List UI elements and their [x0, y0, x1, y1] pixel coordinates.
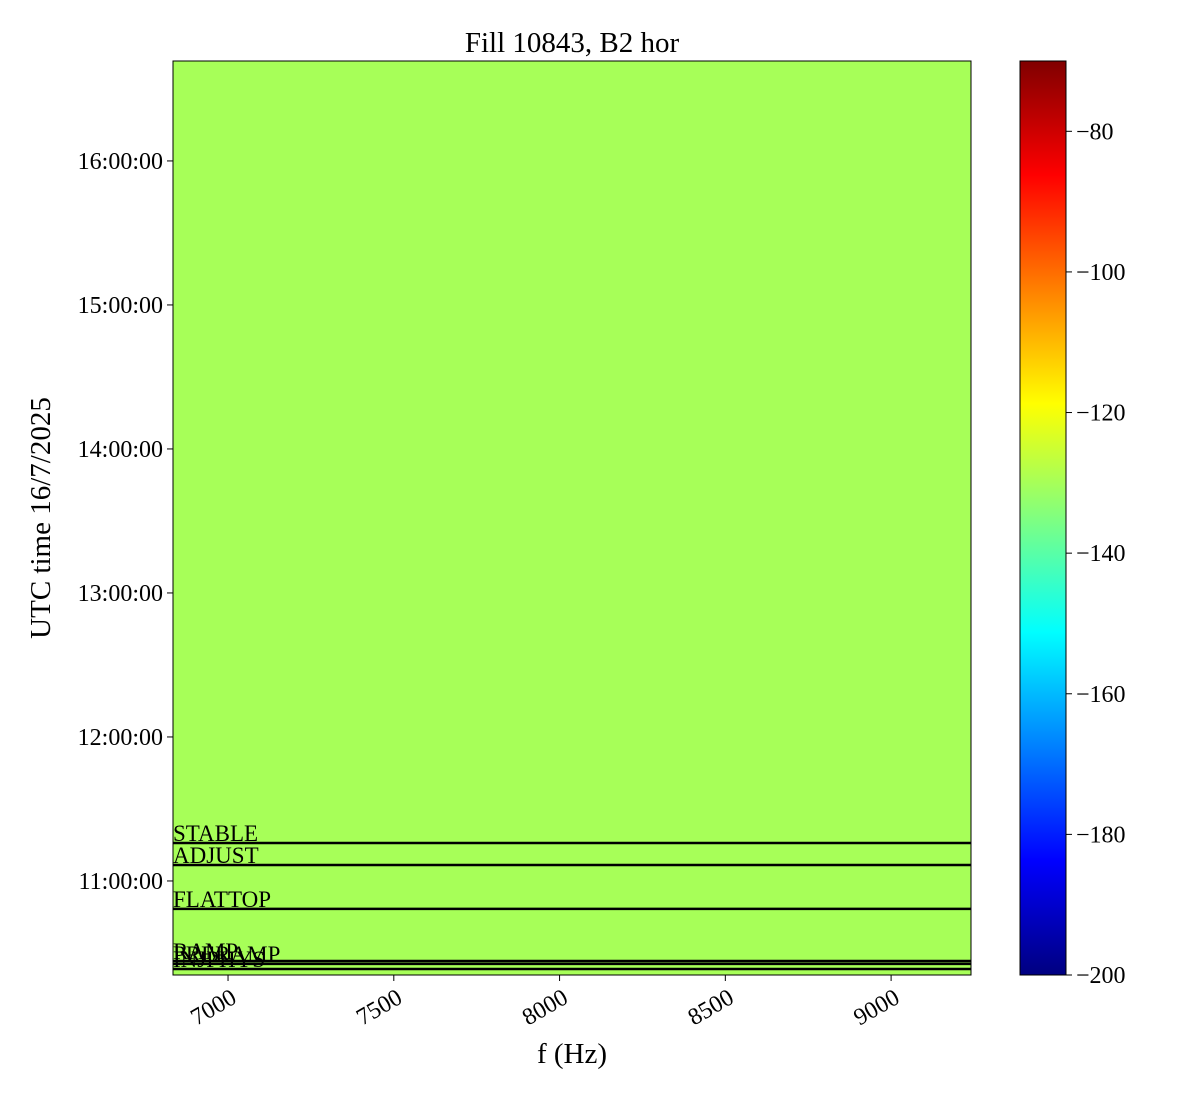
event-label: INJPHYS — [173, 947, 265, 972]
colorbar-tick-label: −200 — [1076, 963, 1126, 989]
x-axis-label: f (Hz) — [537, 1038, 607, 1070]
chart-title: Fill 10843, B2 hor — [465, 27, 680, 59]
event-label: FLATTOP — [173, 887, 271, 912]
event-label: PRERAMP — [173, 942, 280, 967]
colorbar-tick-label: −80 — [1076, 119, 1114, 145]
y-tick-label: 16:00:00 — [78, 149, 163, 175]
y-tick-label: 15:00:00 — [78, 293, 163, 319]
y-tick-label: 14:00:00 — [78, 437, 163, 463]
x-tick-label: 8000 — [518, 985, 573, 1032]
event-label: STABLE — [173, 821, 258, 846]
colorbar-tick-label: −100 — [1076, 260, 1126, 286]
event-label: RAMP — [173, 939, 238, 964]
x-tick-label: 9000 — [850, 985, 905, 1032]
spectrogram-field — [173, 61, 971, 975]
y-tick-label: 13:00:00 — [78, 581, 163, 607]
colorbar-tick-label: −160 — [1076, 682, 1126, 708]
x-tick-label: 7000 — [186, 985, 241, 1032]
colorbar-tick-label: −120 — [1076, 401, 1126, 427]
y-axis-label: UTC time 16/7/2025 — [25, 397, 57, 639]
colorbar-tick-label: −180 — [1076, 822, 1126, 848]
colorbar-tick-label: −140 — [1076, 541, 1126, 567]
y-tick-label: 11:00:00 — [79, 869, 163, 895]
x-tick-label: 8500 — [684, 985, 739, 1032]
event-label: ADJUST — [173, 843, 259, 868]
plot-frame — [172, 60, 972, 976]
y-tick-label: 12:00:00 — [78, 725, 163, 751]
colorbar — [1019, 60, 1067, 976]
x-tick-label: 7500 — [352, 985, 407, 1032]
